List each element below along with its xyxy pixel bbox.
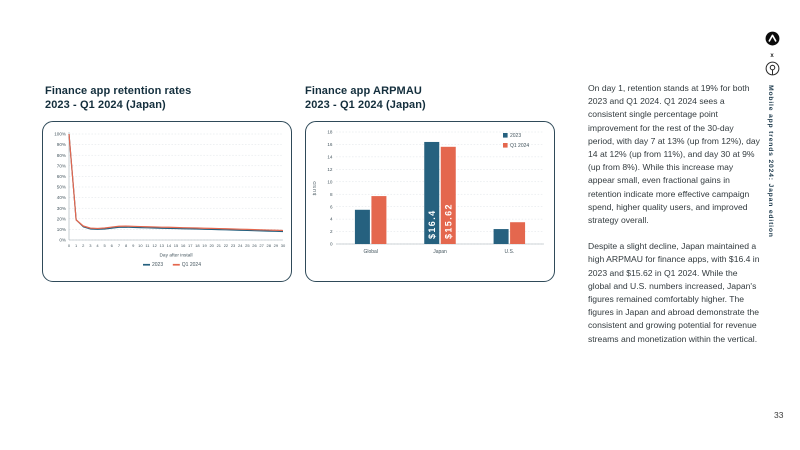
bar-value-label: $15.62 [444,203,454,239]
x-tick-label: 16 [181,243,186,248]
retention-commentary: On day 1, retention stands at 19% for bo… [588,83,760,226]
x-tick-label: 29 [274,243,279,248]
x-tick-label: 5 [104,243,107,248]
y-axis-label: $USD [312,181,317,196]
x-tick-label: 3 [89,243,92,248]
legend-label: Q1 2024 [182,262,201,268]
x-tick-label: 21 [217,243,222,248]
retention-title-line1: Finance app retention rates [45,85,192,97]
y-tick-label: 80% [57,153,66,158]
legend-marker [503,143,508,148]
y-tick-label: 6 [330,204,333,209]
y-tick-label: 0% [59,238,66,243]
arpmau-title-line2: 2023 - Q1 2024 (Japan) [305,99,426,111]
x-tick-label: 19 [202,243,207,248]
data-ai-logo-icon [765,61,779,76]
retention-line-2023 [68,133,284,233]
category-label: Global [363,249,377,255]
arpmau-chart-card: 0 2 4 6 8 10 12 14 16 18 $USD Global Japan $16.4 $15.6… [305,121,555,282]
arpmau-commentary: Despite a slight decline, Japan maintain… [588,241,760,344]
x-tick-label: 1 [75,243,78,248]
x-tick-label: 28 [267,243,272,248]
retention-chart-card: 0% 10% 20% 30% 40% 50% 60% 70% 80% 90% 100% 0 1 2 3 4 5 6… [42,121,292,282]
retention-line-chart: 0%10%20%30%40%50%60%70%80%90%100%0 1 2 3 4 5 6… [54,132,286,268]
y-tick-label: 4 [330,217,333,222]
y-tick-label: 12 [327,167,333,172]
adjust-logo-icon [765,31,779,46]
y-tick-label: 10% [57,227,66,232]
y-tick-label: 20% [57,216,66,221]
x-tick-label: 9 [132,243,135,248]
bar-global-q1-2024 [371,196,387,244]
bar-value-label: $16.4 [427,209,437,239]
x-tick-label: 23 [231,243,236,248]
y-tick-label: 0 [330,242,333,247]
brand-logos: x [763,31,781,81]
arpmau-bar-chart: 0 2 4 6 8 10 12 14 16 18 $USD Global Japan $16.4 $15.6… [312,130,544,255]
page-number: 33 [774,410,784,420]
bar-us-q1-2024 [510,222,526,244]
retention-title-line2: 2023 - Q1 2024 (Japan) [45,99,166,111]
x-tick-label: 25 [245,243,250,248]
x-tick-label: 14 [167,243,172,248]
y-tick-label: 40% [57,195,66,200]
x-tick-label: 6 [111,243,114,248]
category-label: U.S. [504,249,514,255]
category-label: Japan [433,249,447,255]
bar-japan-2023 [424,141,440,244]
legend-label: 2023 [510,133,521,139]
y-tick-label: 10 [327,179,333,184]
x-tick-label: 11 [145,243,150,248]
y-tick-label: 14 [327,154,333,159]
x-tick-label: 13 [160,243,165,248]
x-tick-label: 18 [195,243,200,248]
legend-marker [503,133,508,138]
retention-line-q1-2024 [68,133,284,232]
x-tick-label: 17 [188,243,193,248]
y-tick-label: 90% [57,142,66,147]
brand-separator-label: x [770,53,774,59]
x-tick-label: 15 [174,243,179,248]
y-tick-label: 2 [330,229,333,234]
x-tick-label: 2 [82,243,85,248]
x-tick-label: 0 [68,243,71,248]
x-tick-label: 4 [96,243,99,248]
y-tick-label: 60% [57,174,66,179]
x-axis-label: Day after install [159,253,192,259]
x-tick-label: 8 [125,243,128,248]
x-tick-label: 27 [259,243,264,248]
x-tick-label: 7 [118,243,121,248]
legend-marker [143,263,150,266]
legend-label: Q1 2024 [510,143,529,149]
report-edition-vertical-title: Mobile app trends 2024: Japan edition [767,85,774,238]
bar-us-2023 [493,229,509,244]
bar-japan-q1-2024 [440,146,456,244]
x-tick-label: 30 [281,243,286,248]
y-tick-label: 30% [57,206,66,211]
arpmau-title-line1: Finance app ARPMAU [305,85,422,97]
x-tick-label: 12 [152,243,157,248]
x-tick-label: 10 [138,243,143,248]
commentary-column: On day 1, retention stands at 19% for bo… [588,82,760,359]
legend-marker [172,263,180,266]
y-tick-label: 50% [57,185,66,190]
retention-chart-title: Finance app retention rates 2023 - Q1 20… [45,84,191,112]
y-tick-label: 70% [57,163,66,168]
y-tick-label: 100% [54,132,66,137]
bar-global-2023 [354,209,370,244]
y-tick-label: 18 [327,130,333,135]
x-tick-label: 20 [209,243,214,248]
x-tick-label: 26 [252,243,257,248]
x-tick-label: 22 [224,243,229,248]
y-tick-label: 8 [330,192,333,197]
y-tick-label: 16 [327,142,333,147]
legend-label: 2023 [152,262,163,268]
x-tick-label: 24 [238,243,243,248]
arpmau-chart-title: Finance app ARPMAU 2023 - Q1 2024 (Japan… [305,84,426,112]
